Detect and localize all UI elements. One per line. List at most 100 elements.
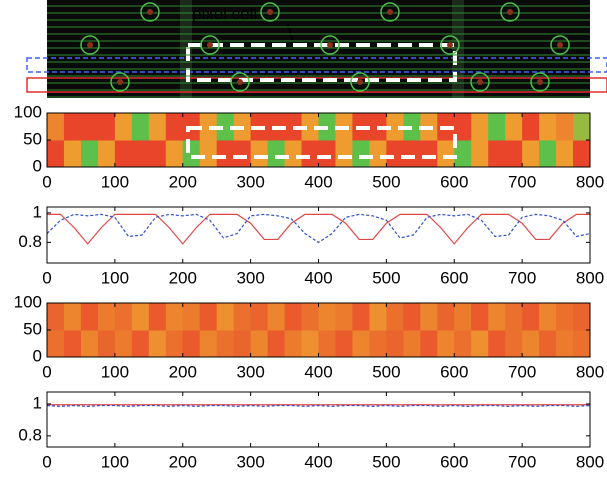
layout-pad: [470, 72, 490, 92]
heatmap-cell: [454, 330, 472, 358]
heatmap-cell: [250, 330, 269, 358]
heatmap-cell: [80, 303, 99, 331]
heatmap-cell: [437, 330, 455, 358]
x-tick-label: 400: [304, 362, 332, 381]
heatmap-cell: [488, 113, 506, 141]
heatmap-cell: [454, 303, 472, 331]
series-line: [46, 404, 591, 407]
heatmap-cell: [505, 113, 523, 141]
x-tick-label: 100: [101, 362, 129, 381]
x-tick-label: 400: [304, 452, 332, 471]
x-tick-label: 200: [169, 452, 197, 471]
x-tick-label: 800: [576, 362, 604, 381]
heatmap-cell: [454, 113, 472, 141]
layout-pad: [140, 2, 160, 22]
layout-pad-core: [447, 42, 453, 48]
heatmap-cell: [386, 330, 404, 358]
heatmap-cell: [165, 140, 184, 168]
layout-pad-core: [507, 9, 513, 15]
heatmap-cell: [539, 113, 557, 141]
heatmap-cell: [182, 303, 201, 331]
heatmap-cell: [233, 303, 252, 331]
series-line: [47, 213, 590, 245]
x-tick-label: 500: [372, 172, 400, 191]
x-tick-label: 200: [169, 362, 197, 381]
heatmap-cell: [318, 330, 336, 358]
heatmap-cell: [471, 303, 489, 331]
heatmap-cell: [539, 330, 557, 358]
x-tick-label: 600: [440, 452, 468, 471]
heatmap-cell: [131, 113, 150, 141]
heatmap-cell: [505, 330, 523, 358]
heatmap-cell: [47, 330, 65, 358]
heatmap-cell: [505, 140, 523, 168]
heatmap-cell: [216, 113, 235, 141]
x-tick-label: 300: [236, 452, 264, 471]
heatmap-cell: [165, 303, 184, 331]
heatmap-cell: [403, 113, 421, 141]
heatmap-cell: [97, 303, 116, 331]
x-tick-label: 300: [236, 268, 264, 287]
heatmap-cell: [403, 303, 421, 331]
layout-pad: [550, 35, 570, 55]
x-tick-label: 500: [372, 452, 400, 471]
heatmap-cell: [284, 140, 303, 168]
annotation: pixel cell: [192, 4, 257, 23]
heatmap-cell: [573, 140, 591, 168]
heatmap-cell: [539, 140, 557, 168]
heatmap-cell: [284, 330, 303, 358]
heatmap-cell: [97, 140, 116, 168]
heatmap-cell: [267, 303, 286, 331]
heatmap-cell: [335, 140, 353, 168]
heatmap-cell: [63, 330, 82, 358]
heatmap-cell: [471, 330, 489, 358]
x-tick-label: 800: [576, 268, 604, 287]
heatmap-cell: [369, 303, 387, 331]
x-tick-label: 600: [440, 268, 468, 287]
heatmap-cell: [63, 140, 82, 168]
layout-pad-core: [117, 79, 123, 85]
heatmap-cell: [420, 303, 438, 331]
y-tick-label: 100: [14, 102, 42, 121]
layout-pad: [500, 2, 520, 22]
heatmap-cell: [80, 113, 99, 141]
x-tick-label: 600: [440, 362, 468, 381]
heatmap-cell: [216, 303, 235, 331]
layout-pad-core: [387, 9, 393, 15]
heatmap-cell: [148, 140, 167, 168]
x-tick-label: 300: [236, 172, 264, 191]
y-tick-label: 1: [33, 393, 42, 412]
heatmap-cell: [352, 330, 370, 358]
x-tick-label: 100: [101, 268, 129, 287]
heatmap-cell: [182, 330, 201, 358]
layout-pad-core: [237, 79, 243, 85]
heatmap-cell: [488, 140, 506, 168]
x-tick-label: 0: [42, 362, 51, 381]
heatmap-cell: [267, 140, 286, 168]
plot-frame: [46, 391, 591, 448]
x-tick-label: 600: [440, 172, 468, 191]
heatmap-cell: [131, 330, 150, 358]
heatmap-cell: [556, 113, 574, 141]
heatmap-cell: [352, 303, 370, 331]
heatmap-cell: [47, 140, 65, 168]
heatmap-cell: [47, 113, 65, 141]
heatmap-cell: [437, 303, 455, 331]
heatmap-cell: [522, 113, 540, 141]
heatmap-cell: [165, 330, 184, 358]
heatmap-cell: [454, 140, 472, 168]
heatmap-cell: [148, 330, 167, 358]
heatmap-cell: [318, 140, 336, 168]
layout-pad: [230, 72, 250, 92]
heatmap-cell: [199, 330, 218, 358]
heatmap-cell: [335, 303, 353, 331]
x-tick-label: 200: [169, 172, 197, 191]
heatmap-cell: [522, 140, 540, 168]
heatmap-cell: [505, 303, 523, 331]
heatmap-cell: [437, 140, 455, 168]
layout-pad: [530, 72, 550, 92]
x-tick-label: 700: [508, 172, 536, 191]
heatmap-cell: [148, 303, 167, 331]
layout-pad-core: [147, 9, 153, 15]
